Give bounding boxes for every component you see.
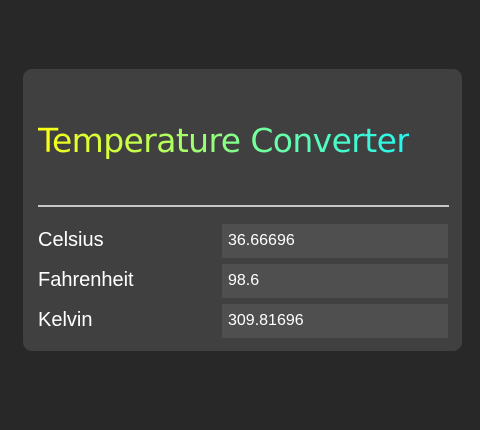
converter-card: Temperature Converter Celsius Fahrenheit… <box>23 69 462 351</box>
title-divider <box>38 205 449 207</box>
fahrenheit-label: Fahrenheit <box>38 264 134 296</box>
celsius-row: Celsius <box>38 224 449 258</box>
fahrenheit-row: Fahrenheit <box>38 264 449 298</box>
page-title: Temperature Converter <box>38 117 409 165</box>
fahrenheit-input[interactable] <box>222 264 448 298</box>
kelvin-label: Kelvin <box>38 304 92 336</box>
celsius-input[interactable] <box>222 224 448 258</box>
kelvin-input[interactable] <box>222 304 448 338</box>
celsius-label: Celsius <box>38 224 104 256</box>
kelvin-row: Kelvin <box>38 304 449 338</box>
